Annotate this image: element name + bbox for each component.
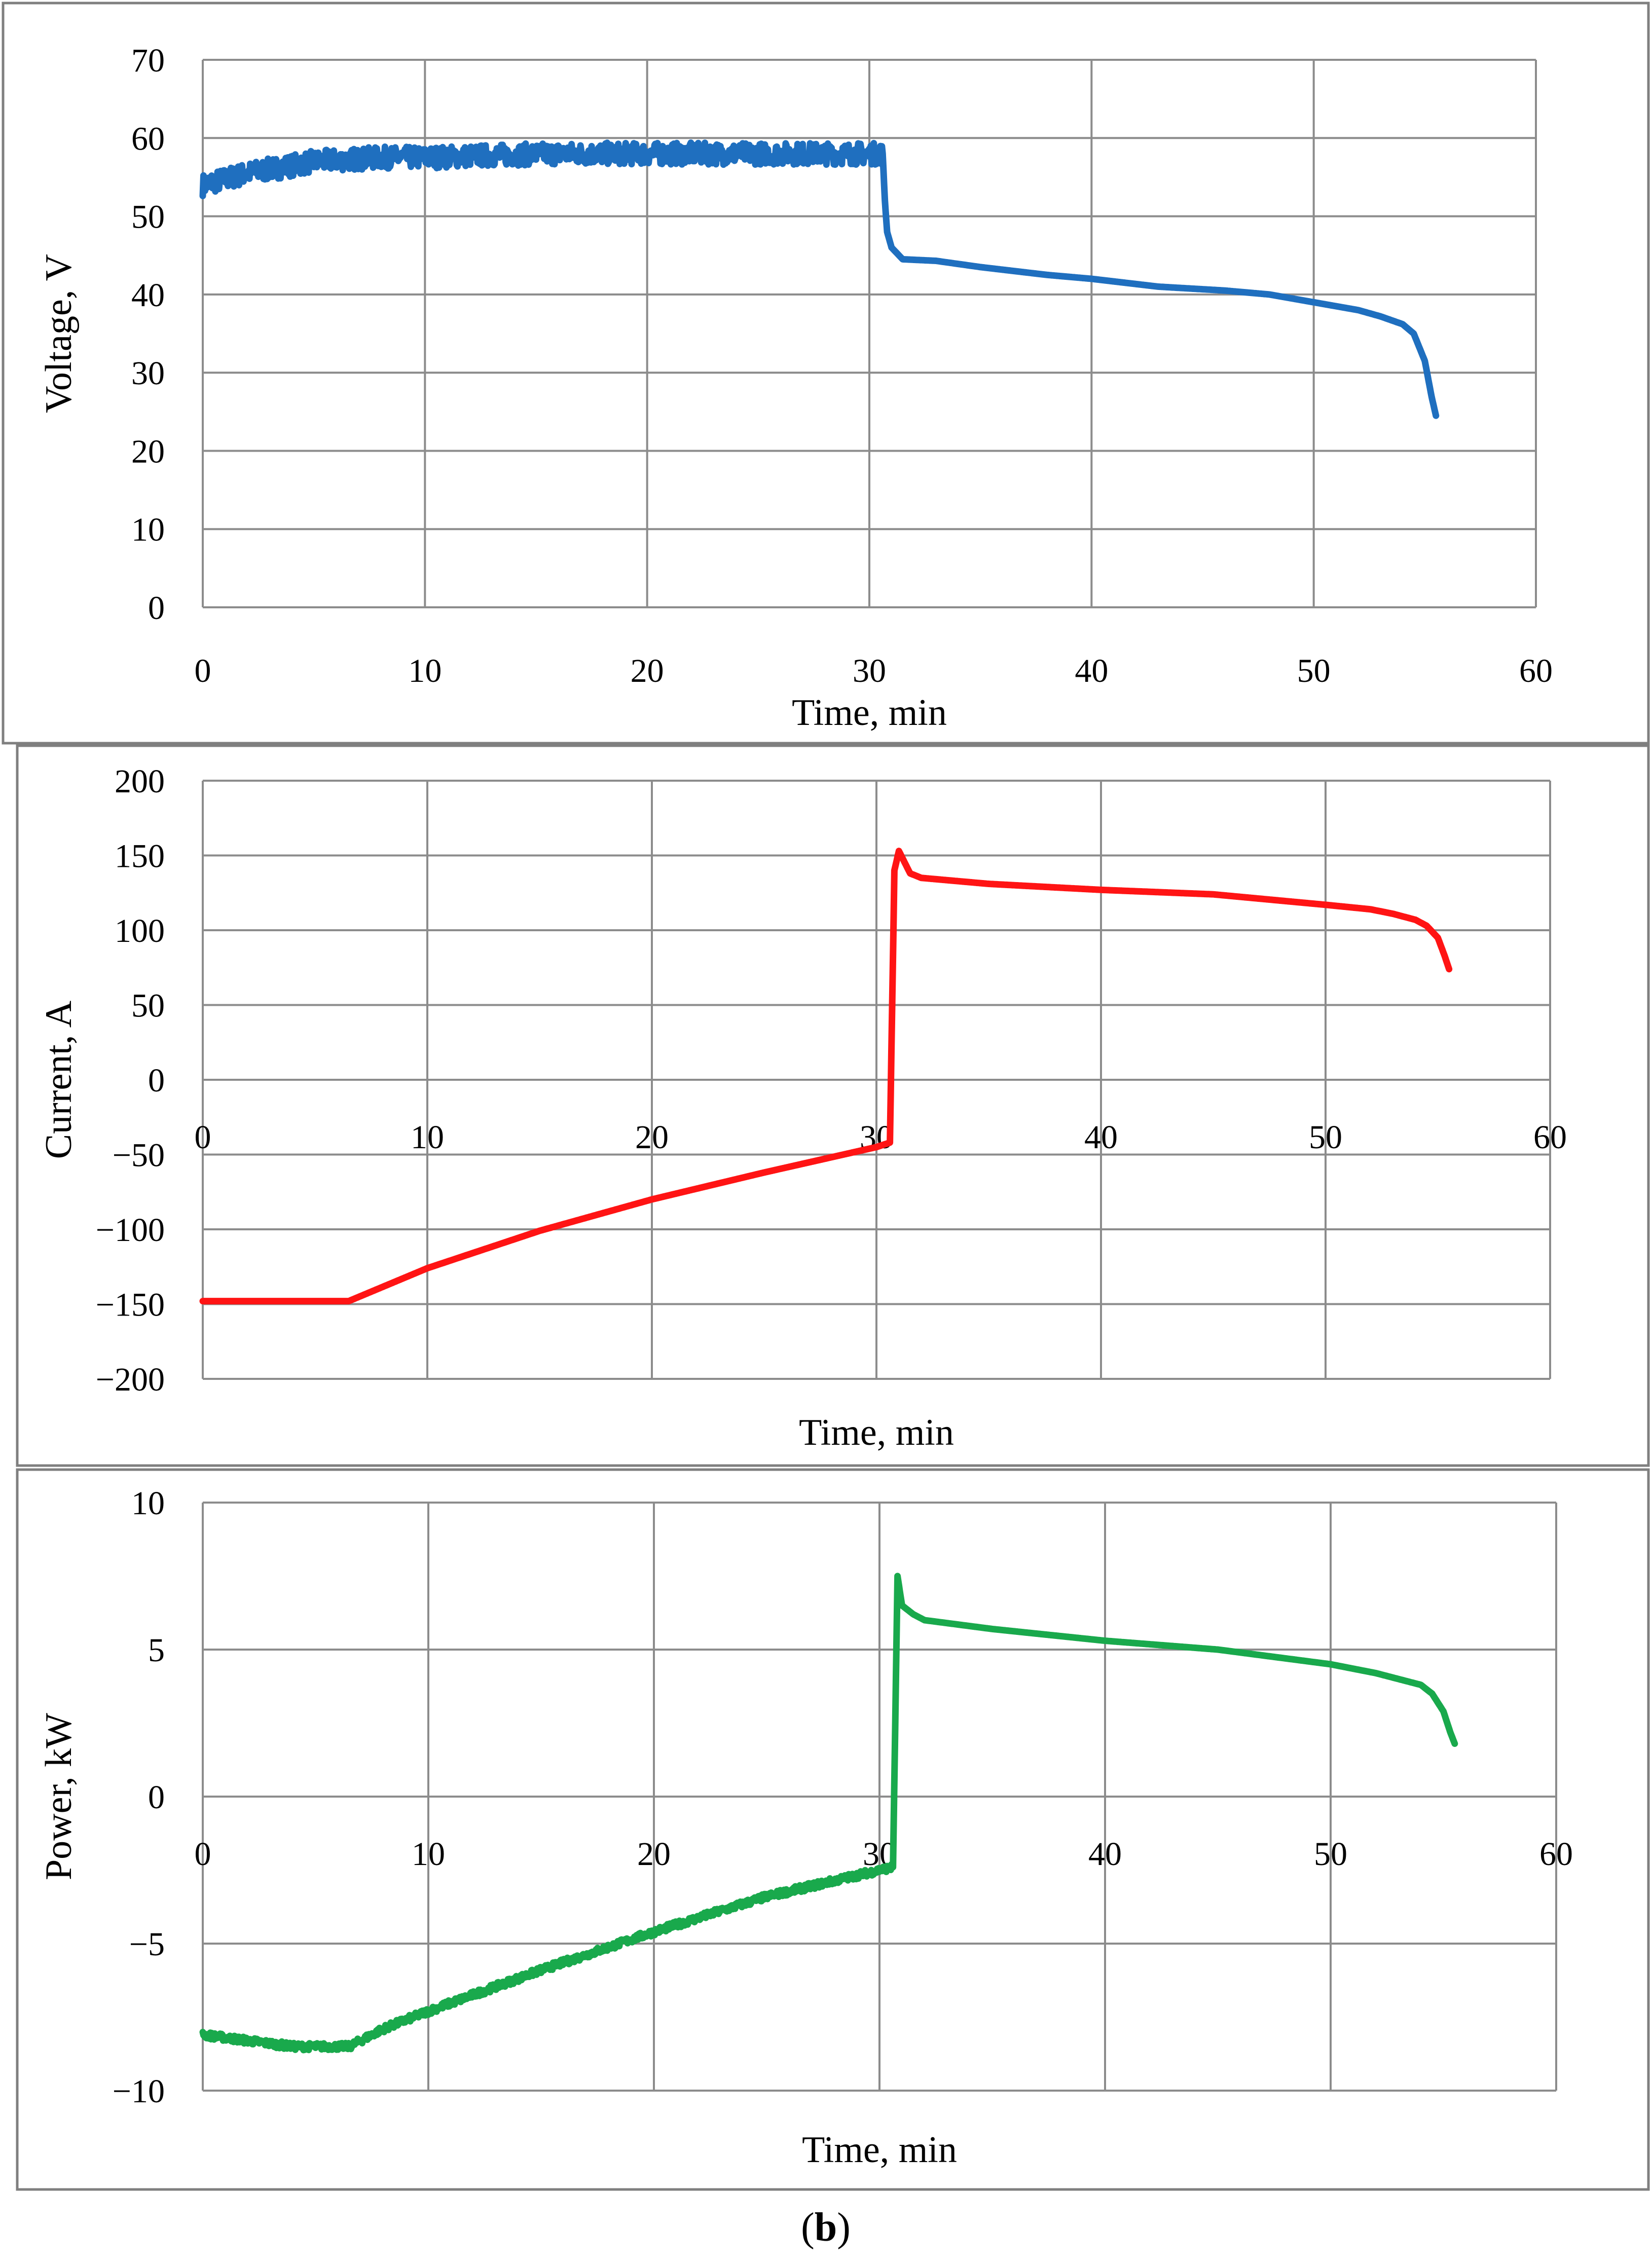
power-y-tick-3: 5 xyxy=(148,1632,165,1669)
caption-close-paren: ) xyxy=(837,2205,851,2250)
current-series-line xyxy=(199,848,1453,1305)
power-x-tick-50: 50 xyxy=(1314,1836,1347,1873)
current-x-tick-0: 0 xyxy=(195,1119,211,1156)
voltage-y-axis-label: Voltage, V xyxy=(38,254,80,413)
voltage-y-tick-6: 60 xyxy=(131,120,165,157)
current-x-tick-50: 50 xyxy=(1309,1119,1342,1156)
voltage-y-tick-1: 10 xyxy=(131,512,165,549)
caption-open-paren: ( xyxy=(801,2205,815,2250)
current-y-tick-7: 150 xyxy=(115,838,165,875)
power-x-tick-10: 10 xyxy=(412,1836,445,1873)
current-y-tick-6: 100 xyxy=(115,912,165,949)
current-y-tick-3: −50 xyxy=(113,1137,165,1174)
voltage-series-line xyxy=(199,139,1440,419)
voltage-x-tick-20: 20 xyxy=(631,652,664,689)
power-x-tick-20: 20 xyxy=(637,1836,671,1873)
power-y-tick-4: 10 xyxy=(131,1485,165,1522)
power-y-axis-label: Power, kW xyxy=(38,1713,80,1880)
power-chart-frame xyxy=(16,1468,1650,2191)
voltage-x-tick-50: 50 xyxy=(1297,652,1331,689)
power-x-tick-0: 0 xyxy=(195,1836,211,1873)
current-x-tick-20: 20 xyxy=(635,1119,669,1156)
power-x-tick-60: 60 xyxy=(1539,1836,1573,1873)
current-y-tick-1: −150 xyxy=(96,1287,165,1324)
voltage-x-tick-0: 0 xyxy=(195,652,211,689)
voltage-y-tick-4: 40 xyxy=(131,277,165,314)
current-y-tick-5: 50 xyxy=(131,988,165,1025)
voltage-x-tick-40: 40 xyxy=(1075,652,1108,689)
voltage-y-tick-5: 50 xyxy=(131,199,165,236)
voltage-y-tick-2: 20 xyxy=(131,433,165,470)
voltage-y-tick-3: 30 xyxy=(131,355,165,392)
current-x-tick-40: 40 xyxy=(1084,1119,1118,1156)
current-x-axis-label: Time, min xyxy=(799,1412,954,1453)
current-chart-frame xyxy=(16,744,1650,1467)
current-chart-panel: 0 10 20 30 40 50 60−200−150−100−50050100150200… xyxy=(16,744,1650,1467)
power-series-line xyxy=(199,1573,1458,2054)
current-y-tick-8: 200 xyxy=(115,763,165,800)
voltage-chart-panel: 0 10 20 30 40 50 60 0 10 20 30 40 50 60 70 Time, min V… xyxy=(2,2,1650,745)
voltage-x-tick-30: 30 xyxy=(853,652,886,689)
caption-letter: b xyxy=(815,2205,837,2250)
voltage-y-tick-7: 70 xyxy=(131,42,165,79)
current-y-axis-label: Current, A xyxy=(38,1001,80,1159)
current-y-tick-2: −100 xyxy=(96,1212,165,1249)
voltage-x-axis-label: Time, min xyxy=(792,692,947,734)
power-y-tick-0: −10 xyxy=(113,2073,165,2110)
power-y-tick-1: −5 xyxy=(129,1926,165,1963)
voltage-x-tick-10: 10 xyxy=(408,652,442,689)
voltage-y-tick-0: 0 xyxy=(148,590,165,627)
current-x-tick-10: 10 xyxy=(411,1119,444,1156)
current-x-tick-60: 60 xyxy=(1533,1119,1567,1156)
power-x-tick-40: 40 xyxy=(1088,1836,1122,1873)
power-y-tick-2: 0 xyxy=(148,1779,165,1816)
figure-caption: (b) xyxy=(801,2205,851,2250)
current-y-tick-4: 0 xyxy=(148,1062,165,1099)
voltage-x-tick-60: 60 xyxy=(1519,652,1553,689)
current-y-tick-0: −200 xyxy=(96,1361,165,1398)
power-x-axis-label: Time, min xyxy=(802,2129,957,2171)
